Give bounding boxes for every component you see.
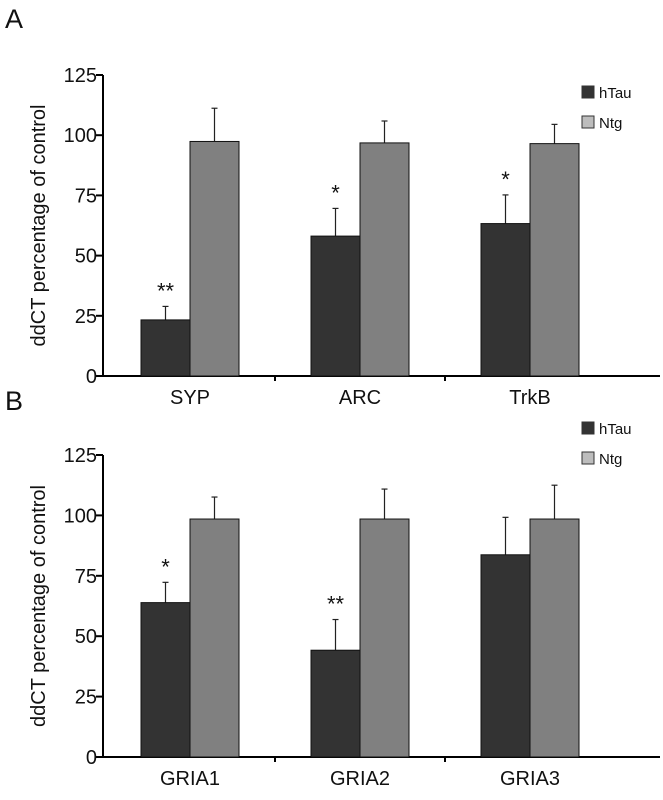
bar-ntg bbox=[359, 518, 410, 758]
panel-letter: A bbox=[5, 4, 23, 34]
y-tick-label: 25 bbox=[75, 306, 97, 328]
y-tick-label: 100 bbox=[64, 505, 97, 527]
bar-ntg bbox=[189, 518, 240, 758]
y-tick-label: 0 bbox=[86, 747, 97, 769]
y-tick-label: 50 bbox=[75, 246, 97, 268]
x-tick-label: ARC bbox=[339, 387, 381, 409]
legend-swatch-htau bbox=[581, 421, 595, 435]
y-tick-label: 50 bbox=[75, 626, 97, 648]
significance-marker: ** bbox=[327, 592, 345, 617]
bar-htau bbox=[480, 223, 531, 377]
y-tick-label: 75 bbox=[75, 185, 97, 207]
legend-label: Ntg bbox=[599, 451, 622, 468]
y-tick-label: 75 bbox=[75, 566, 97, 588]
bar-ntg bbox=[529, 518, 580, 758]
x-tick-label: GRIA1 bbox=[160, 768, 220, 790]
bar-htau bbox=[310, 235, 361, 377]
legend-swatch-ntg bbox=[581, 451, 595, 465]
y-tick-label: 125 bbox=[64, 65, 97, 87]
significance-marker: * bbox=[161, 554, 170, 579]
bar-ntg bbox=[359, 142, 410, 377]
bar-htau bbox=[140, 602, 191, 758]
x-tick-label: SYP bbox=[170, 387, 210, 409]
x-tick-label: GRIA3 bbox=[500, 768, 560, 790]
bar-htau bbox=[310, 649, 361, 758]
y-tick-label: 25 bbox=[75, 687, 97, 709]
x-tick-label: TrkB bbox=[509, 387, 550, 409]
y-tick-label: 125 bbox=[64, 445, 97, 467]
legend-swatch-htau bbox=[581, 85, 595, 99]
significance-marker: ** bbox=[157, 278, 175, 303]
panel-letter: B bbox=[5, 386, 23, 416]
legend-swatch-ntg bbox=[581, 115, 595, 129]
legend-label: hTau bbox=[599, 421, 632, 438]
bar-htau bbox=[480, 554, 531, 758]
bar-ntg bbox=[529, 143, 580, 377]
bar-ntg bbox=[189, 140, 240, 377]
y-axis-label: ddCT percentage of control bbox=[28, 485, 50, 727]
legend-label: hTau bbox=[599, 85, 632, 102]
y-axis-label: ddCT percentage of control bbox=[28, 104, 50, 346]
y-tick-label: 0 bbox=[86, 366, 97, 388]
significance-marker: * bbox=[331, 180, 340, 205]
x-tick-label: GRIA2 bbox=[330, 768, 390, 790]
bar-htau bbox=[140, 319, 191, 377]
y-tick-label: 100 bbox=[64, 125, 97, 147]
significance-marker: * bbox=[501, 167, 510, 192]
legend-label: Ntg bbox=[599, 115, 622, 132]
